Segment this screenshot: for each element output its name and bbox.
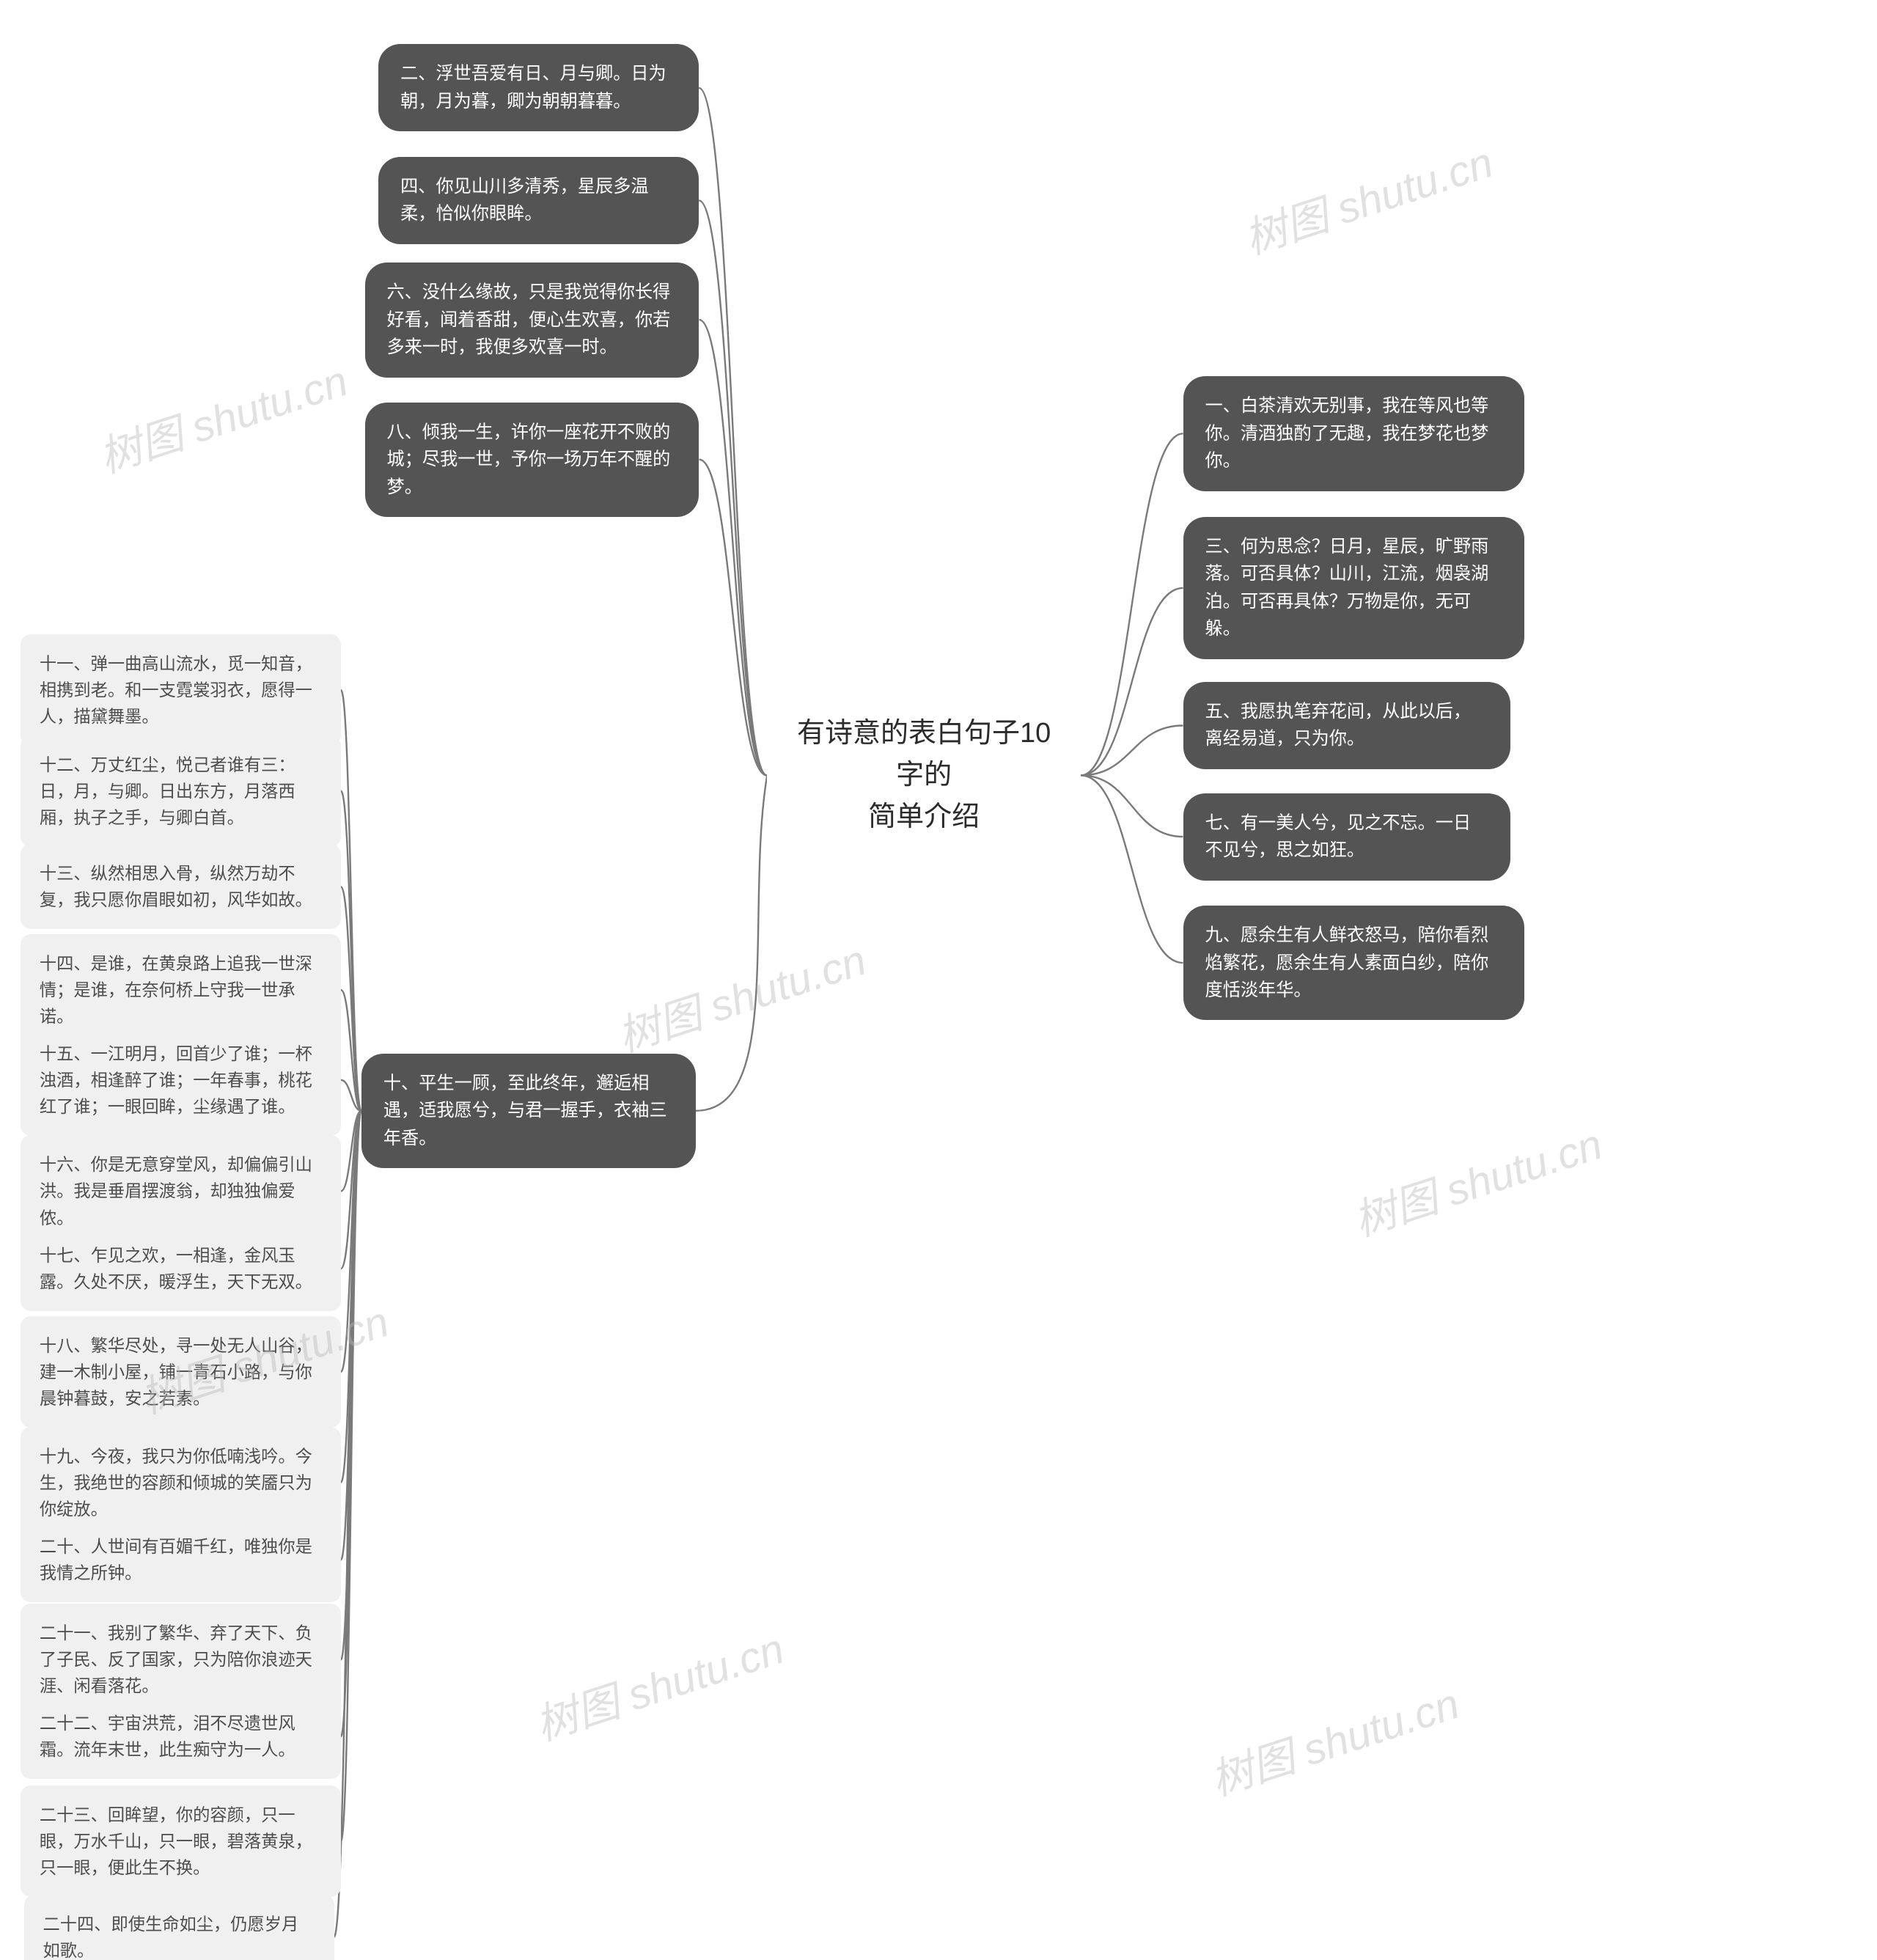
right-node-n1: 一、白茶清欢无别事，我在等风也等你。清酒独酌了无趣，我在梦花也梦你。 bbox=[1183, 376, 1524, 491]
left-lower-child-n11: 十一、弹一曲高山流水，觅一知音，相携到老。和一支霓裳羽衣，愿得一人，描黛舞墨。 bbox=[21, 634, 341, 746]
watermark: 树图 shutu.cn bbox=[90, 346, 354, 484]
left-lower-child-n24: 二十四、即使生命如尘，仍愿岁月如歌。 bbox=[24, 1895, 334, 1960]
right-node-n9: 九、愿余生有人鲜衣怒马，陪你看烈焰繁花，愿余生有人素面白纱，陪你度恬淡年华。 bbox=[1183, 906, 1524, 1020]
center-node: 有诗意的表白句子10字的简单介绍 bbox=[767, 692, 1081, 859]
watermark: 树图 shutu.cn bbox=[1235, 128, 1499, 266]
left-upper-node-n8: 八、倾我一生，许你一座花开不败的城；尽我一世，予你一场万年不醒的梦。 bbox=[365, 403, 699, 517]
watermark: 树图 shutu.cn bbox=[609, 926, 873, 1064]
left-lower-child-n20: 二十、人世间有百媚千红，唯独你是我情之所钟。 bbox=[21, 1517, 341, 1602]
right-node-n3: 三、何为思念？日月，星辰，旷野雨落。可否具体？山川，江流，烟袅湖泊。可否再具体？… bbox=[1183, 517, 1524, 659]
left-lower-child-n13: 十三、纵然相思入骨，纵然万劫不复，我只愿你眉眼如初，风华如故。 bbox=[21, 844, 341, 929]
right-node-n5: 五、我愿执笔弃花间，从此以后，离经易道，只为你。 bbox=[1183, 682, 1510, 769]
left-upper-node-n6: 六、没什么缘故，只是我觉得你长得好看，闻着香甜，便心生欢喜，你若多来一时，我便多… bbox=[365, 263, 699, 377]
watermark: 树图 shutu.cn bbox=[1202, 1669, 1466, 1807]
left-upper-node-n2: 二、浮世吾爱有日、月与卿。日为朝，月为暮，卿为朝朝暮暮。 bbox=[378, 44, 699, 131]
right-node-n7: 七、有一美人兮，见之不忘。一日不见兮，思之如狂。 bbox=[1183, 793, 1510, 881]
left-lower-child-n23: 二十三、回眸望，你的容颜，只一眼，万水千山，只一眼，碧落黄泉，只一眼，便此生不换… bbox=[21, 1785, 341, 1897]
left-lower-child-n17: 十七、乍见之欢，一相逢，金风玉露。久处不厌，暖浮生，天下无双。 bbox=[21, 1226, 341, 1311]
left-upper-node-n4: 四、你见山川多清秀，星辰多温柔，恰似你眼眸。 bbox=[378, 157, 699, 244]
left-lower-child-n15: 十五、一江明月，回首少了谁；一杯浊酒，相逢醉了谁；一年春事，桃花红了谁；一眼回眸… bbox=[21, 1024, 341, 1136]
left-lower-parent-n10: 十、平生一顾，至此终年，邂逅相遇，适我愿兮，与君一握手，衣袖三年香。 bbox=[361, 1054, 696, 1168]
watermark: 树图 shutu.cn bbox=[526, 1615, 790, 1752]
left-lower-child-n22: 二十二、宇宙洪荒，泪不尽遗世风霜。流年末世，此生痴守为一人。 bbox=[21, 1694, 341, 1779]
left-lower-child-n18: 十八、繁华尽处，寻一处无人山谷，建一木制小屋，铺一青石小路，与你晨钟暮鼓，安之若… bbox=[21, 1316, 341, 1428]
watermark: 树图 shutu.cn bbox=[1345, 1110, 1609, 1248]
mindmap-canvas: 有诗意的表白句子10字的简单介绍 二、浮世吾爱有日、月与卿。日为朝，月为暮，卿为朝… bbox=[0, 0, 1877, 1960]
left-lower-child-n12: 十二、万丈红尘，悦己者谁有三：日，月，与卿。日出东方，月落西厢，执子之手，与卿白… bbox=[21, 735, 341, 847]
